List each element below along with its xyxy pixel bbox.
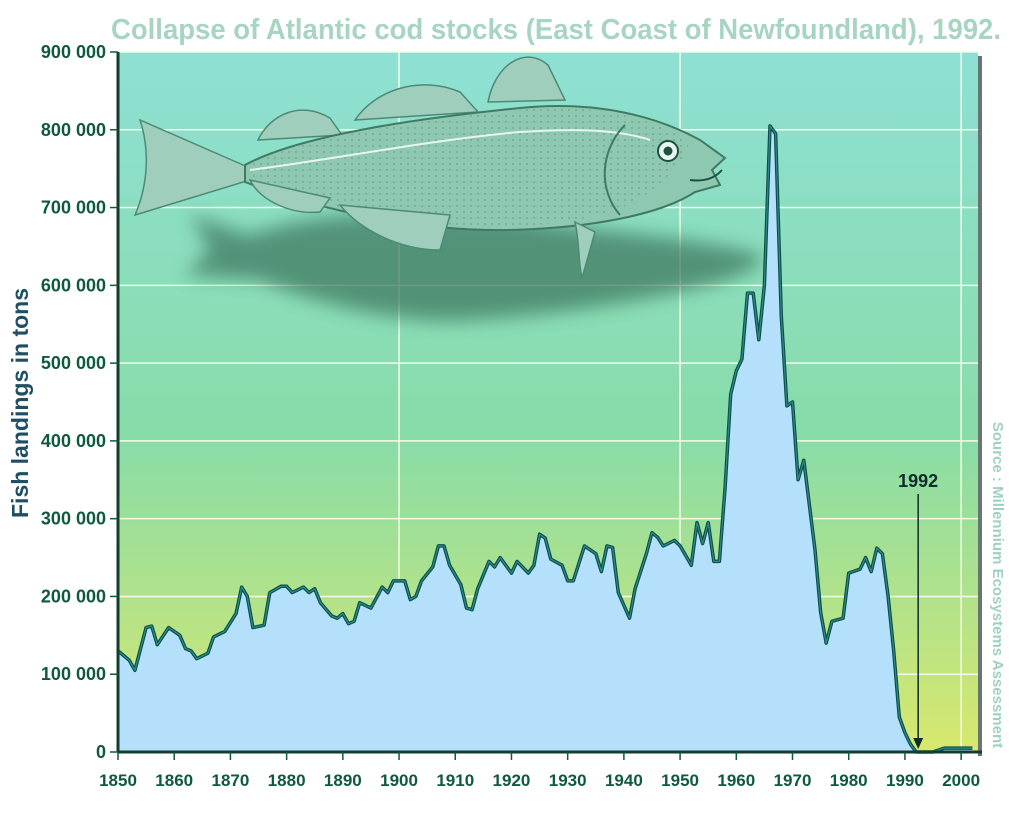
fish-pectoral-fin — [573, 220, 596, 281]
x-tick-label: 2000 — [942, 771, 980, 790]
x-tick-label: 1900 — [380, 771, 418, 790]
plot-frame-shadow — [978, 56, 982, 756]
annotation-label: 1992 — [898, 471, 938, 491]
y-tick-label: 800 000 — [41, 120, 106, 140]
x-tick-label: 1910 — [436, 771, 474, 790]
fish-pupil — [663, 146, 673, 156]
fish-texture — [250, 108, 690, 227]
landings-area — [118, 125, 973, 752]
fish-anal-fin — [248, 178, 332, 214]
y-tick-label: 0 — [96, 742, 106, 762]
x-tick-label: 1920 — [493, 771, 531, 790]
x-tick-label: 1880 — [268, 771, 306, 790]
y-tick-label: 100 000 — [41, 664, 106, 684]
fish-pelvic-fin — [338, 204, 451, 251]
y-tick-label: 700 000 — [41, 198, 106, 218]
fish-shadow — [185, 213, 762, 321]
y-tick-label: 900 000 — [41, 42, 106, 62]
fish-dorsal-fin-3 — [487, 56, 567, 103]
fish-mouth — [689, 169, 723, 182]
y-tick-label: 600 000 — [41, 275, 106, 295]
annotation-arrow-head — [913, 738, 924, 749]
y-axis-label: Fish landings in tons — [7, 288, 33, 518]
x-tick-label: 1940 — [605, 771, 643, 790]
fish-lateral-line — [249, 129, 651, 171]
chart-title: Collapse of Atlantic cod stocks (East Co… — [111, 14, 1001, 46]
x-tick-label: 1990 — [886, 771, 924, 790]
x-tick-label: 1970 — [774, 771, 812, 790]
y-tick-label: 200 000 — [41, 586, 106, 606]
y-tick-label: 500 000 — [41, 353, 106, 373]
fish-dorsal-fin-1 — [256, 109, 344, 141]
y-tick-label: 300 000 — [41, 509, 106, 529]
x-tick-label: 1860 — [155, 771, 193, 790]
x-tick-label: 1890 — [324, 771, 362, 790]
x-axis-ticks: 1850 1860 1870 1880 1890 1900 1910 1920 1930 1940… — [99, 752, 980, 790]
landings-line-highlight — [117, 125, 973, 753]
y-tick-label: 400 000 — [41, 431, 106, 451]
source-note: Source : Millennium Ecosystems Assessmen… — [989, 422, 1006, 748]
x-tick-label: 1950 — [661, 771, 699, 790]
x-tick-label: 1980 — [830, 771, 868, 790]
x-tick-label: 1870 — [212, 771, 250, 790]
fish-gill — [603, 124, 626, 216]
fish-tail — [133, 118, 251, 217]
fish-illustration — [133, 56, 762, 321]
x-tick-label: 1930 — [549, 771, 587, 790]
x-tick-label: 1850 — [99, 771, 137, 790]
y-axis-ticks: 0 100 000 200 000 300 000 400 000 500 000 600 … — [41, 42, 118, 762]
annotation-group: 1992 — [898, 471, 938, 749]
fish-dorsal-fin-2 — [353, 84, 480, 121]
x-tick-label: 1960 — [717, 771, 755, 790]
